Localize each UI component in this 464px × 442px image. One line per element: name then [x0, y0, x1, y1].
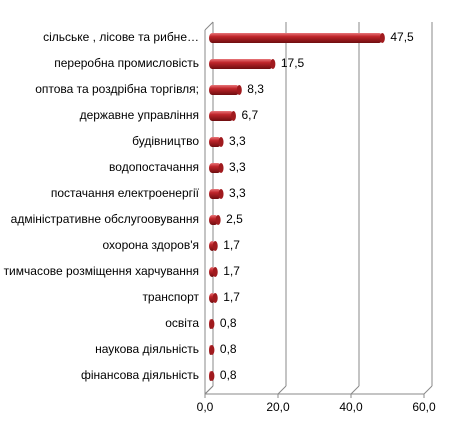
- y-tick-label: охорона здоров'я: [103, 238, 200, 252]
- data-label: 2,5: [226, 212, 243, 226]
- bar-cap: [209, 371, 215, 381]
- y-tick-label: сільське , лісове та рибне…: [43, 30, 199, 44]
- data-label: 1,7: [223, 238, 240, 252]
- bar: [209, 215, 219, 225]
- y-tick-label: постачання електроенергії: [51, 186, 200, 200]
- y-tick-label: переробна промисловість: [54, 56, 199, 70]
- data-label: 3,3: [229, 186, 246, 200]
- grid-line: [350, 385, 360, 395]
- bar-cap: [209, 345, 215, 355]
- data-label: 3,3: [229, 160, 246, 174]
- x-tick-label: 0,0: [197, 400, 214, 414]
- y-tick-label: освіта: [165, 316, 199, 330]
- bar: [209, 111, 234, 121]
- x-tick-label: 40,0: [339, 400, 363, 414]
- bar: [209, 85, 240, 95]
- y-tick-label: оптова та роздрібна торгівля;: [35, 82, 199, 96]
- bar-cap: [209, 319, 215, 329]
- data-label: 6,7: [241, 108, 258, 122]
- bar-cap: [218, 163, 224, 173]
- y-tick-label: наукова діяльність: [95, 342, 199, 356]
- data-label: 0,8: [220, 342, 237, 356]
- bar: [209, 59, 273, 69]
- data-label: 3,3: [229, 134, 246, 148]
- bar: [209, 163, 222, 173]
- grid-line: [423, 385, 433, 395]
- x-tick-label: 60,0: [412, 400, 436, 414]
- data-label: 0,8: [220, 316, 237, 330]
- bar-cap: [212, 241, 218, 251]
- data-label: 1,7: [223, 264, 240, 278]
- bar-cap: [230, 111, 236, 121]
- axis-line: [204, 21, 214, 31]
- bar-cap: [379, 33, 385, 43]
- bar-cap: [212, 267, 218, 277]
- bar-cap: [236, 85, 242, 95]
- y-tick-label: будівництво: [132, 134, 199, 148]
- bar-cap: [218, 137, 224, 147]
- bar-cap: [215, 215, 221, 225]
- bar-cap: [218, 189, 224, 199]
- bar: [209, 189, 222, 199]
- y-tick-label: транспорт: [142, 290, 199, 304]
- data-label: 0,8: [220, 368, 237, 382]
- grid-line: [277, 385, 287, 395]
- data-label: 1,7: [223, 290, 240, 304]
- data-label: 47,5: [390, 30, 414, 44]
- y-tick-label: тимчасове розміщення харчування: [4, 264, 199, 278]
- bar: [209, 137, 222, 147]
- data-label: 8,3: [247, 82, 264, 96]
- bar-cap: [270, 59, 276, 69]
- bar-cap: [212, 293, 218, 303]
- data-label: 17,5: [281, 56, 305, 70]
- grid-line: [204, 385, 214, 395]
- y-tick-label: фінансова діяльність: [81, 368, 199, 382]
- y-tick-label: водопостачання: [109, 160, 199, 174]
- y-tick-label: адміністративне обслугоовування: [11, 212, 199, 226]
- bar: [209, 33, 383, 43]
- y-tick-label: державне управління: [80, 108, 199, 122]
- x-tick-label: 20,0: [266, 400, 290, 414]
